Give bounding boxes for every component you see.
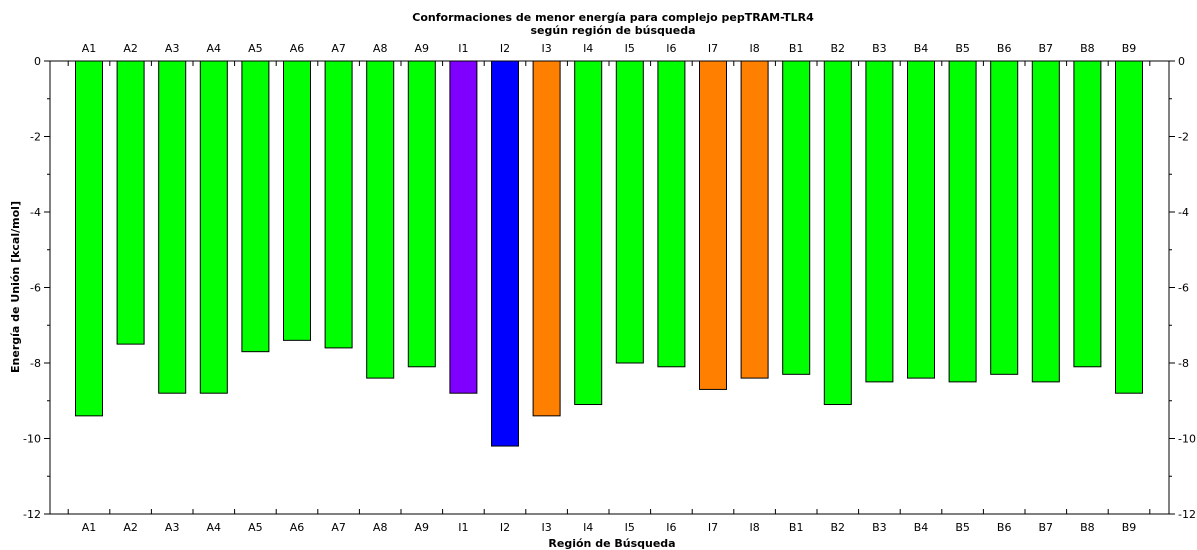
bar-i7 xyxy=(699,60,727,390)
x-tick-label: B4 xyxy=(914,521,929,534)
bar-i8 xyxy=(740,60,769,379)
x-axis-label: Región de Búsqueda xyxy=(548,537,675,550)
bar-i2 xyxy=(491,60,519,447)
x-tick-label: A4 xyxy=(207,521,222,534)
chart-subtitle: según región de búsqueda xyxy=(531,24,696,37)
x-tick-label: I1 xyxy=(458,521,468,534)
y-tick-label-left: -12 xyxy=(23,508,41,521)
y-tick-label-left: -4 xyxy=(30,206,41,219)
x-tick-label-top: I2 xyxy=(500,42,510,55)
x-tick-label: A9 xyxy=(415,521,430,534)
bar-i4 xyxy=(574,60,603,406)
x-tick-label: A1 xyxy=(82,521,97,534)
x-tick-label: B8 xyxy=(1080,521,1095,534)
y-tick-label-left: 0 xyxy=(34,55,41,68)
y-tick-label-right: -10 xyxy=(1178,433,1196,446)
x-tick-label: A8 xyxy=(373,521,388,534)
x-tick-label: B3 xyxy=(872,521,887,534)
x-tick-label: A7 xyxy=(331,521,346,534)
x-tick-label-top: A6 xyxy=(290,42,305,55)
y-tick-label-right: -6 xyxy=(1178,282,1189,295)
x-tick-label: B9 xyxy=(1122,521,1137,534)
bar-b3 xyxy=(865,60,894,383)
x-tick-label-top: A3 xyxy=(165,42,180,55)
x-tick-label-top: A2 xyxy=(123,42,138,55)
y-tick-label-right: -2 xyxy=(1178,131,1189,144)
bar-a2 xyxy=(116,60,145,345)
x-tick-label: I2 xyxy=(500,521,510,534)
bar-b4 xyxy=(907,60,935,379)
x-tick-label-top: B9 xyxy=(1122,42,1137,55)
bar-a3 xyxy=(158,60,187,394)
x-tick-label-top: I3 xyxy=(541,42,551,55)
x-tick-label-top: B2 xyxy=(831,42,846,55)
bar-a8 xyxy=(366,60,395,379)
ticks-group: A1 A1 A2 A2 A3 A3 A4 A4 A5 A5 A6 A6 A7 A7 A8 A8 A9 A9 I1 I1… xyxy=(23,42,1196,534)
bar-b7 xyxy=(1031,60,1060,383)
y-tick-label-right: -8 xyxy=(1178,357,1189,370)
x-tick-label-top: B8 xyxy=(1080,42,1095,55)
bars-group xyxy=(75,60,1143,447)
y-tick-label-left: -6 xyxy=(30,282,41,295)
bar-a4 xyxy=(199,60,228,394)
x-tick-label: A5 xyxy=(248,521,263,534)
x-tick-label-top: A9 xyxy=(415,42,430,55)
x-tick-label-top: I1 xyxy=(458,42,468,55)
x-tick-label-top: B6 xyxy=(997,42,1012,55)
bar-i3 xyxy=(532,60,561,417)
bar-b2 xyxy=(823,60,852,406)
x-tick-label: A3 xyxy=(165,521,180,534)
x-tick-label: I6 xyxy=(666,521,676,534)
x-tick-label-top: A8 xyxy=(373,42,388,55)
x-tick-label: A2 xyxy=(123,521,138,534)
bar-b6 xyxy=(990,60,1019,375)
y-tick-label-right: -4 xyxy=(1178,206,1189,219)
x-tick-label-top: I4 xyxy=(583,42,593,55)
x-tick-label-top: B1 xyxy=(789,42,804,55)
x-tick-label-top: A7 xyxy=(331,42,346,55)
bar-a6 xyxy=(283,60,311,341)
bar-i5 xyxy=(615,60,644,364)
x-tick-label-top: A1 xyxy=(82,42,97,55)
x-tick-label: B1 xyxy=(789,521,804,534)
bar-b5 xyxy=(948,60,977,383)
x-tick-label: I4 xyxy=(583,521,593,534)
bar-i6 xyxy=(657,60,686,368)
y-tick-label-left: -10 xyxy=(23,433,41,446)
bar-b8 xyxy=(1073,60,1102,368)
x-tick-label: I8 xyxy=(749,521,759,534)
bar-b9 xyxy=(1115,60,1143,394)
x-tick-label-top: I5 xyxy=(625,42,635,55)
x-tick-label-top: I7 xyxy=(708,42,718,55)
x-tick-label: A6 xyxy=(290,521,305,534)
y-axis-label: Energía de Unión [kcal/mol] xyxy=(9,201,22,373)
y-tick-label-left: -8 xyxy=(30,357,41,370)
x-tick-label-top: A5 xyxy=(248,42,263,55)
bar-b1 xyxy=(782,60,811,375)
x-tick-label: B2 xyxy=(831,521,846,534)
bar-a7 xyxy=(324,60,353,349)
bar-a5 xyxy=(241,60,270,353)
x-tick-label: B5 xyxy=(955,521,970,534)
x-tick-label: I7 xyxy=(708,521,718,534)
x-tick-label-top: B4 xyxy=(914,42,929,55)
bar-i1 xyxy=(449,60,478,394)
x-tick-label: B7 xyxy=(1039,521,1054,534)
x-tick-label-top: I8 xyxy=(749,42,759,55)
chart-title: Conformaciones de menor energía para com… xyxy=(412,11,814,24)
bar-a9 xyxy=(407,60,436,368)
y-tick-label-left: -2 xyxy=(30,131,41,144)
x-tick-label-top: B7 xyxy=(1039,42,1054,55)
x-tick-label: B6 xyxy=(997,521,1012,534)
x-tick-label-top: A4 xyxy=(207,42,222,55)
x-tick-label: I5 xyxy=(625,521,635,534)
y-tick-label-right: 0 xyxy=(1178,55,1185,68)
x-tick-label-top: B5 xyxy=(955,42,970,55)
x-tick-label-top: B3 xyxy=(872,42,887,55)
y-tick-label-right: -12 xyxy=(1178,508,1196,521)
x-tick-label: I3 xyxy=(541,521,551,534)
x-tick-label-top: I6 xyxy=(666,42,676,55)
bar-a1 xyxy=(75,60,103,417)
